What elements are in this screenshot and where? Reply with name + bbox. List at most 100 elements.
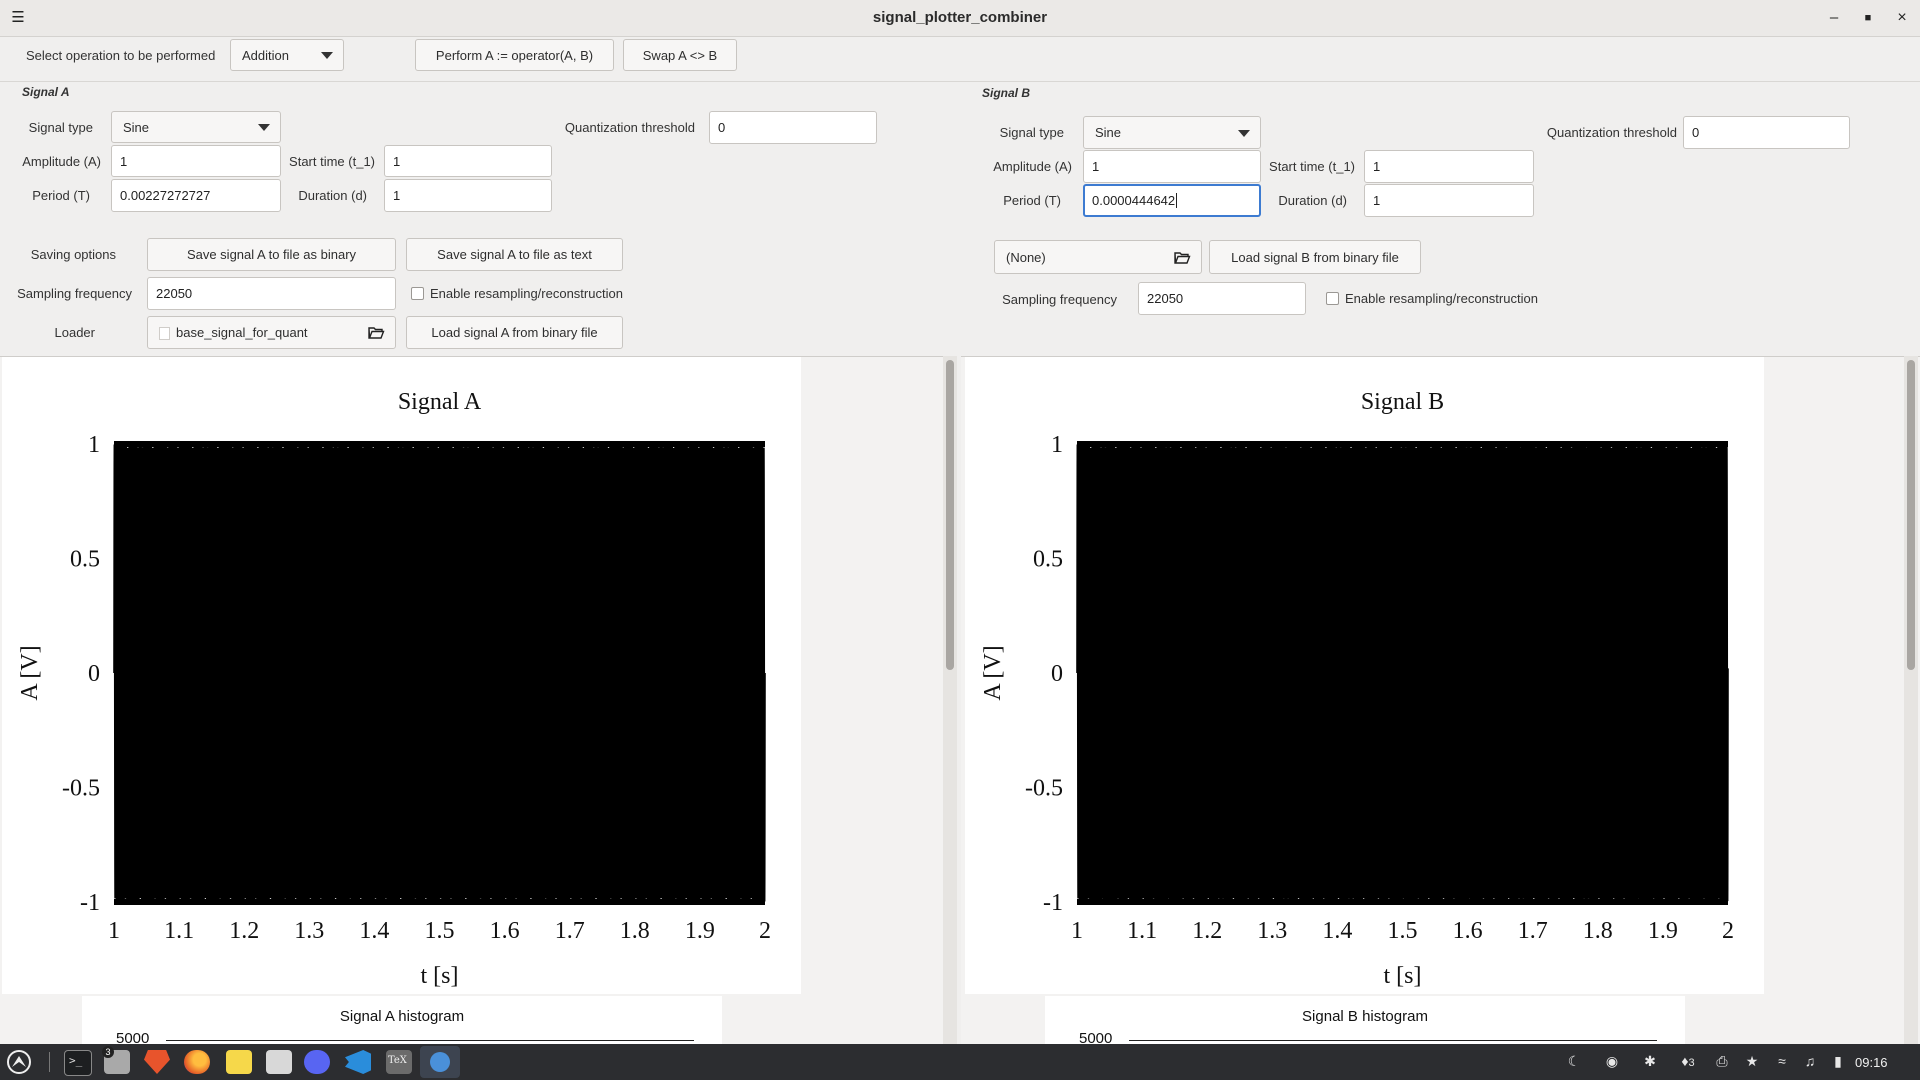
signal-b-x-tick-label: 2 xyxy=(1722,918,1734,944)
signal-a-x-tick-label: 1.3 xyxy=(294,918,324,944)
signal-b-fs-input[interactable]: 22050 xyxy=(1138,282,1306,315)
signal-a-x-tick-label: 1.7 xyxy=(555,918,585,944)
audio-icon[interactable]: ♫ xyxy=(1804,1053,1816,1069)
signal-b-resample-checkbox[interactable] xyxy=(1326,292,1339,305)
signal-a-chart-title: Signal A xyxy=(398,389,482,415)
operation-select[interactable]: Addition xyxy=(230,39,344,71)
signal-a-scrollbar[interactable] xyxy=(943,356,957,1044)
signal-b-scroll-thumb[interactable] xyxy=(1907,360,1915,670)
load-a-button[interactable]: Load signal A from binary file xyxy=(406,316,623,349)
load-b-button[interactable]: Load signal B from binary file xyxy=(1209,240,1421,274)
battery-icon[interactable]: ▮ xyxy=(1834,1053,1842,1069)
operation-value: Addition xyxy=(242,47,289,63)
notes-icon[interactable] xyxy=(226,1050,252,1074)
signal-a-quant-input[interactable]: 0 xyxy=(709,111,877,144)
signal-a-period-input[interactable]: 0.00227272727 xyxy=(111,179,281,212)
hamburger-menu-icon[interactable]: ☰ xyxy=(11,9,25,26)
perform-operation-button[interactable]: Perform A := operator(A, B) xyxy=(415,39,614,71)
maximize-icon[interactable]: ■ xyxy=(1864,12,1872,24)
signal-a-chart: Signal A 1 1.1 1.2 1.3 1.4 1.5 1.6 1.7 1.8 1.9 2 1 0.… xyxy=(17,389,771,989)
signal-b-chart-title: Signal B xyxy=(1361,389,1444,415)
signal-a-type-select[interactable]: Sine xyxy=(111,111,281,143)
window-title: signal_plotter_combiner xyxy=(872,9,1048,26)
signal-a-x-tick-label: 1.6 xyxy=(490,918,520,944)
signal-a-amplitude-input[interactable]: 1 xyxy=(111,145,281,177)
discord-icon[interactable] xyxy=(304,1050,330,1074)
signal-a-file-chooser[interactable]: base_signal_for_quant xyxy=(147,316,396,349)
signal-b-amplitude-input[interactable]: 1 xyxy=(1083,150,1261,183)
signal-b-period-input[interactable]: 0.0000444642 xyxy=(1083,184,1261,217)
wifi-icon[interactable]: ≈ xyxy=(1778,1053,1786,1069)
signal-b-series-trough-band xyxy=(1077,899,1728,905)
signal-a-resample-label: Enable resampling/reconstruction xyxy=(430,286,623,301)
active-app-signal-plotter-icon[interactable] xyxy=(420,1046,460,1078)
favorites-star-icon[interactable]: ★ xyxy=(1745,1053,1759,1069)
discord-tray-icon[interactable]: ◉ xyxy=(1605,1053,1619,1069)
chevron-down-icon xyxy=(1238,129,1250,137)
signal-a-start-input[interactable]: 1 xyxy=(384,145,552,177)
swap-button[interactable]: Swap A <> B xyxy=(623,39,737,71)
bluetooth-icon[interactable]: ✱ xyxy=(1644,1053,1656,1069)
signal-b-duration-input[interactable]: 1 xyxy=(1364,184,1534,217)
signal-b-type-select[interactable]: Sine xyxy=(1083,116,1261,149)
signal-b-fs-label: Sampling frequency xyxy=(1002,292,1117,307)
signal-b-quant-label: Quantization threshold xyxy=(1546,125,1677,140)
vscode-icon[interactable] xyxy=(345,1050,371,1074)
signal-a-file-name: base_signal_for_quant xyxy=(176,325,308,340)
document-viewer-icon[interactable] xyxy=(266,1050,292,1074)
signal-a-x-tick-label: 1.9 xyxy=(685,918,715,944)
signal-b-x-tick-label: 1.5 xyxy=(1388,918,1418,944)
signal-a-x-tick-label: 1.1 xyxy=(164,918,194,944)
signal-b-file-chooser[interactable]: (None) xyxy=(994,240,1202,274)
file-manager-icon[interactable]: 3 xyxy=(102,1046,130,1074)
brave-browser-icon[interactable] xyxy=(144,1050,170,1074)
notifications-count: 3 xyxy=(1688,1057,1695,1069)
close-icon[interactable]: × xyxy=(1897,9,1907,26)
signal-a-series-peak-band xyxy=(114,441,765,447)
signal-b-x-tick-label: 1 xyxy=(1071,918,1083,944)
histogram-axis xyxy=(166,1040,694,1041)
signal-a-amplitude-label: Amplitude (A) xyxy=(22,154,101,169)
signal-b-file-name: (None) xyxy=(1006,249,1046,265)
signal-a-fs-input[interactable]: 22050 xyxy=(147,277,396,310)
loader-label: Loader xyxy=(54,325,95,340)
signal-a-start-label: Start time (t_1) xyxy=(289,154,375,169)
app-launcher-icon[interactable] xyxy=(6,1049,32,1075)
signal-a-histogram-canvas: Signal A histogram 5000 xyxy=(82,996,722,1047)
signal-a-series-trough-band xyxy=(114,899,765,905)
notifications-icon[interactable]: ♦3 xyxy=(1681,1053,1695,1069)
text-cursor xyxy=(1176,193,1178,208)
minimize-icon[interactable]: – xyxy=(1829,9,1839,26)
save-a-binary-button[interactable]: Save signal A to file as binary xyxy=(147,238,396,271)
signal-a-scroll-thumb[interactable] xyxy=(946,360,954,670)
signal-b-y-tick-label: -1 xyxy=(1043,890,1063,916)
signal-a-x-tick-label: 1.5 xyxy=(425,918,455,944)
file-icon xyxy=(159,327,170,340)
signal-a-x-tick-label: 1.2 xyxy=(229,918,259,944)
firefox-icon[interactable] xyxy=(184,1050,210,1074)
signal-a-y-axis-label: A [V] xyxy=(17,645,43,700)
signal-a-resample-checkbox[interactable] xyxy=(411,287,424,300)
signal-b-y-tick-label: -0.5 xyxy=(1025,776,1063,802)
signal-b-start-label: Start time (t_1) xyxy=(1269,159,1355,174)
signal-b-x-tick-label: 1.4 xyxy=(1322,918,1352,944)
signal-b-quant-input[interactable]: 0 xyxy=(1683,116,1850,149)
tex-editor-icon[interactable]: TeX xyxy=(386,1050,412,1074)
save-a-text-button[interactable]: Save signal A to file as text xyxy=(406,238,623,271)
signal-a-type-label: Signal type xyxy=(28,120,93,135)
signal-a-series-line xyxy=(113,443,766,903)
signal-a-duration-input[interactable]: 1 xyxy=(384,179,552,212)
terminal-icon[interactable]: >_ xyxy=(64,1050,92,1076)
title-bar: ☰ signal_plotter_combiner – ■ × xyxy=(0,0,1920,37)
signal-b-resample-label: Enable resampling/reconstruction xyxy=(1345,291,1538,306)
signal-b-y-tick-label: 0 xyxy=(1051,661,1063,687)
signal-a-section-title: Signal A xyxy=(22,85,70,99)
signal-b-x-axis-label: t [s] xyxy=(1384,963,1422,989)
night-mode-icon[interactable]: ☾ xyxy=(1567,1053,1581,1069)
signal-b-start-input[interactable]: 1 xyxy=(1364,150,1534,183)
signal-b-scrollbar[interactable] xyxy=(1904,356,1918,1044)
printer-icon[interactable]: ⎙ xyxy=(1716,1053,1728,1069)
signal-b-period-label: Period (T) xyxy=(1003,193,1061,208)
signal-a-x-axis-label: t [s] xyxy=(421,963,459,989)
operation-label: Select operation to be performed xyxy=(26,48,216,63)
